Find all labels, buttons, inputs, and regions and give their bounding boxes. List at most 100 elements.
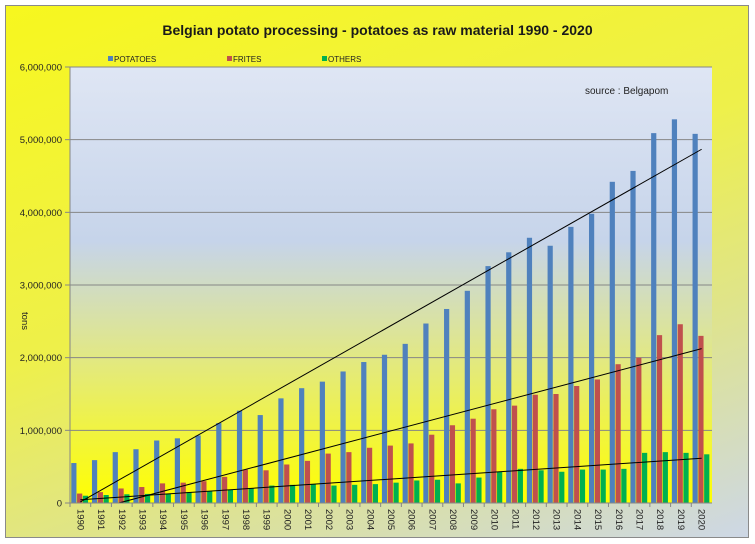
x-tick-label: 1995 [178, 509, 189, 530]
bar-frites [201, 481, 207, 503]
bar-others [393, 482, 399, 503]
bar-potatoes [236, 410, 243, 503]
bar-others [662, 452, 668, 503]
bar-frites [97, 492, 103, 503]
x-tick-label: 2000 [281, 509, 292, 530]
bar-frites [77, 493, 83, 503]
bar-others [103, 495, 109, 503]
x-tick-label: 1998 [240, 509, 251, 530]
bar-others [621, 468, 627, 503]
bar-potatoes [319, 381, 325, 503]
bar-others [476, 477, 482, 503]
bar-others [144, 493, 151, 503]
bar-others [517, 468, 523, 503]
x-tick-label: 1994 [157, 509, 168, 530]
legend-swatch-potatoes [108, 56, 113, 61]
bar-frites [574, 386, 580, 503]
x-tick-label: 1992 [116, 509, 127, 530]
trendline-potatoes [80, 148, 702, 503]
y-axis-label: tons [19, 312, 30, 330]
bar-potatoes [91, 460, 98, 503]
x-tick-label: 1991 [95, 509, 106, 530]
bar-potatoes [257, 415, 263, 503]
bar-potatoes [195, 435, 201, 503]
bar-frites [491, 409, 497, 503]
bar-frites [698, 335, 704, 503]
bar-others [165, 493, 171, 503]
legend-swatch-others [322, 56, 327, 61]
bar-potatoes [485, 266, 491, 503]
bar-frites [408, 443, 414, 503]
x-tick-label: 2013 [551, 509, 562, 530]
bar-potatoes [444, 308, 450, 503]
bar-others [352, 484, 358, 503]
x-tick-label: 2007 [426, 509, 437, 530]
bar-frites [159, 483, 166, 503]
bar-others [331, 485, 337, 503]
bar-others [683, 452, 689, 503]
bar-potatoes [361, 362, 367, 503]
bar-potatoes [568, 226, 574, 503]
x-tick-label: 2016 [613, 509, 624, 530]
bar-frites [139, 487, 145, 503]
x-tick-label: 2020 [696, 509, 707, 530]
bar-frites [636, 357, 642, 503]
bar-frites [615, 364, 621, 503]
bar-frites [429, 434, 435, 503]
legend-swatch-frites [227, 56, 232, 61]
trendline-frites [118, 348, 702, 504]
bar-others [372, 484, 378, 503]
x-tick-label: 2012 [530, 509, 541, 530]
y-tick-label: 0 [57, 499, 62, 510]
bar-frites [304, 460, 311, 503]
bar-potatoes [671, 119, 678, 503]
bar-others [538, 470, 544, 503]
x-tick-label: 2019 [675, 509, 686, 530]
bar-potatoes [506, 252, 512, 503]
bar-potatoes [526, 237, 533, 503]
x-tick-label: 2001 [302, 509, 313, 530]
bar-frites [284, 464, 290, 503]
bar-others [559, 471, 565, 503]
bar-others [704, 454, 710, 503]
bar-others [497, 471, 503, 503]
legend-label-frites: FRITES [233, 55, 261, 64]
x-tick-label: 2017 [634, 509, 645, 530]
y-tick-label: 5,000,000 [20, 135, 62, 146]
bar-frites [594, 379, 600, 503]
x-tick-label: 2003 [344, 509, 355, 530]
bar-others [642, 452, 648, 503]
x-tick-label: 1990 [74, 509, 85, 530]
bar-potatoes [609, 181, 615, 503]
x-tick-label: 2018 [654, 509, 665, 530]
bar-potatoes [278, 398, 284, 503]
bar-frites [677, 324, 683, 503]
bar-others [414, 480, 420, 503]
bar-frites [346, 452, 352, 503]
x-tick-label: 2011 [509, 509, 520, 529]
x-tick-label: 2002 [323, 509, 334, 530]
y-tick-label: 4,000,000 [20, 208, 62, 219]
x-tick-label: 2004 [364, 509, 375, 530]
y-tick-label: 3,000,000 [20, 281, 62, 292]
bar-others [434, 479, 441, 503]
x-tick-label: 2008 [447, 509, 458, 530]
x-tick-label: 1993 [136, 509, 147, 530]
bar-others [289, 484, 296, 503]
bar-frites [470, 418, 476, 503]
source-annotation: source : Belgapom [585, 86, 668, 97]
bar-frites [656, 335, 663, 503]
bar-others [455, 483, 461, 503]
trendline-others [80, 457, 702, 501]
y-tick-label: 2,000,000 [20, 353, 62, 364]
bar-potatoes [651, 133, 657, 504]
x-tick-label: 2009 [468, 509, 479, 530]
x-tick-label: 2010 [489, 509, 500, 530]
bar-potatoes [588, 213, 595, 503]
bar-potatoes [547, 245, 553, 503]
bar-frites [366, 447, 373, 503]
bar-potatoes [402, 343, 408, 503]
bar-others [186, 492, 192, 503]
legend-label-potatoes: POTATOES [114, 55, 156, 64]
